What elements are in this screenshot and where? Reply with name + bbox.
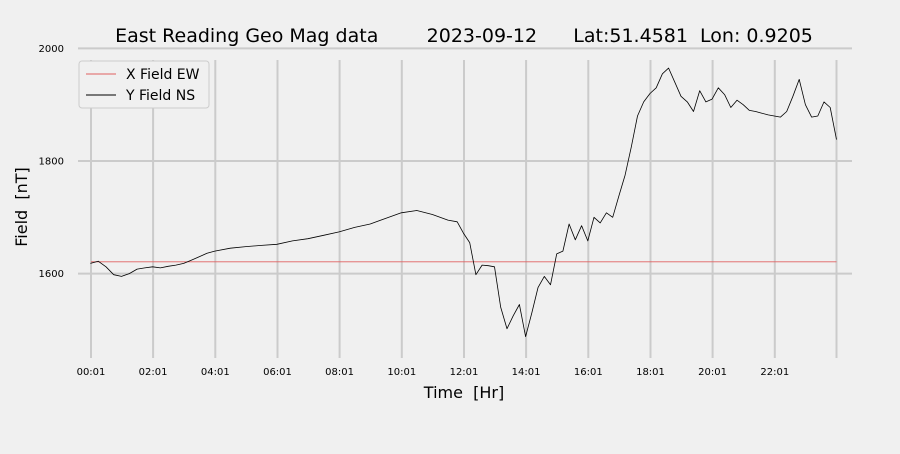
x-tick-label: 22:01 xyxy=(760,367,789,378)
y-tick-label: 2000 xyxy=(39,44,64,55)
y-tick-labels: 1600 1800 2000 xyxy=(39,44,64,280)
x-tick-label: 18:01 xyxy=(636,367,665,378)
x-tick-label: 16:01 xyxy=(574,367,603,378)
x-tick-label: 20:01 xyxy=(698,367,727,378)
y-tick-label: 1800 xyxy=(39,157,64,168)
x-tick-labels: 00:01 02:01 04:01 06:01 08:01 10:01 12:01 14:01… xyxy=(77,367,790,378)
x-tick-label: 08:01 xyxy=(325,367,354,378)
x-tick-label: 10:01 xyxy=(387,367,416,378)
legend-label-x-field: X Field EW xyxy=(126,67,200,83)
grid-lines xyxy=(78,47,852,358)
x-tick-label: 00:01 xyxy=(77,367,106,378)
x-axis-label: Time [Hr] xyxy=(423,383,504,402)
chart-title: East Reading Geo Mag data 2023-09-12 Lat… xyxy=(115,25,813,47)
y-axis-label: Field [nT] xyxy=(12,167,31,247)
x-tick-label: 04:01 xyxy=(201,367,230,378)
legend-box xyxy=(78,60,210,109)
legend-label-y-field: Y Field NS xyxy=(125,88,195,104)
x-tick-label: 14:01 xyxy=(512,367,541,378)
y-tick-label: 1600 xyxy=(39,269,64,280)
x-tick-label: 06:01 xyxy=(263,367,292,378)
legend: X Field EW Y Field NS xyxy=(78,60,210,109)
plot-series xyxy=(90,67,837,338)
series-line-y-field xyxy=(90,67,837,338)
x-tick-label: 12:01 xyxy=(450,367,479,378)
x-tick-label: 02:01 xyxy=(139,367,168,378)
